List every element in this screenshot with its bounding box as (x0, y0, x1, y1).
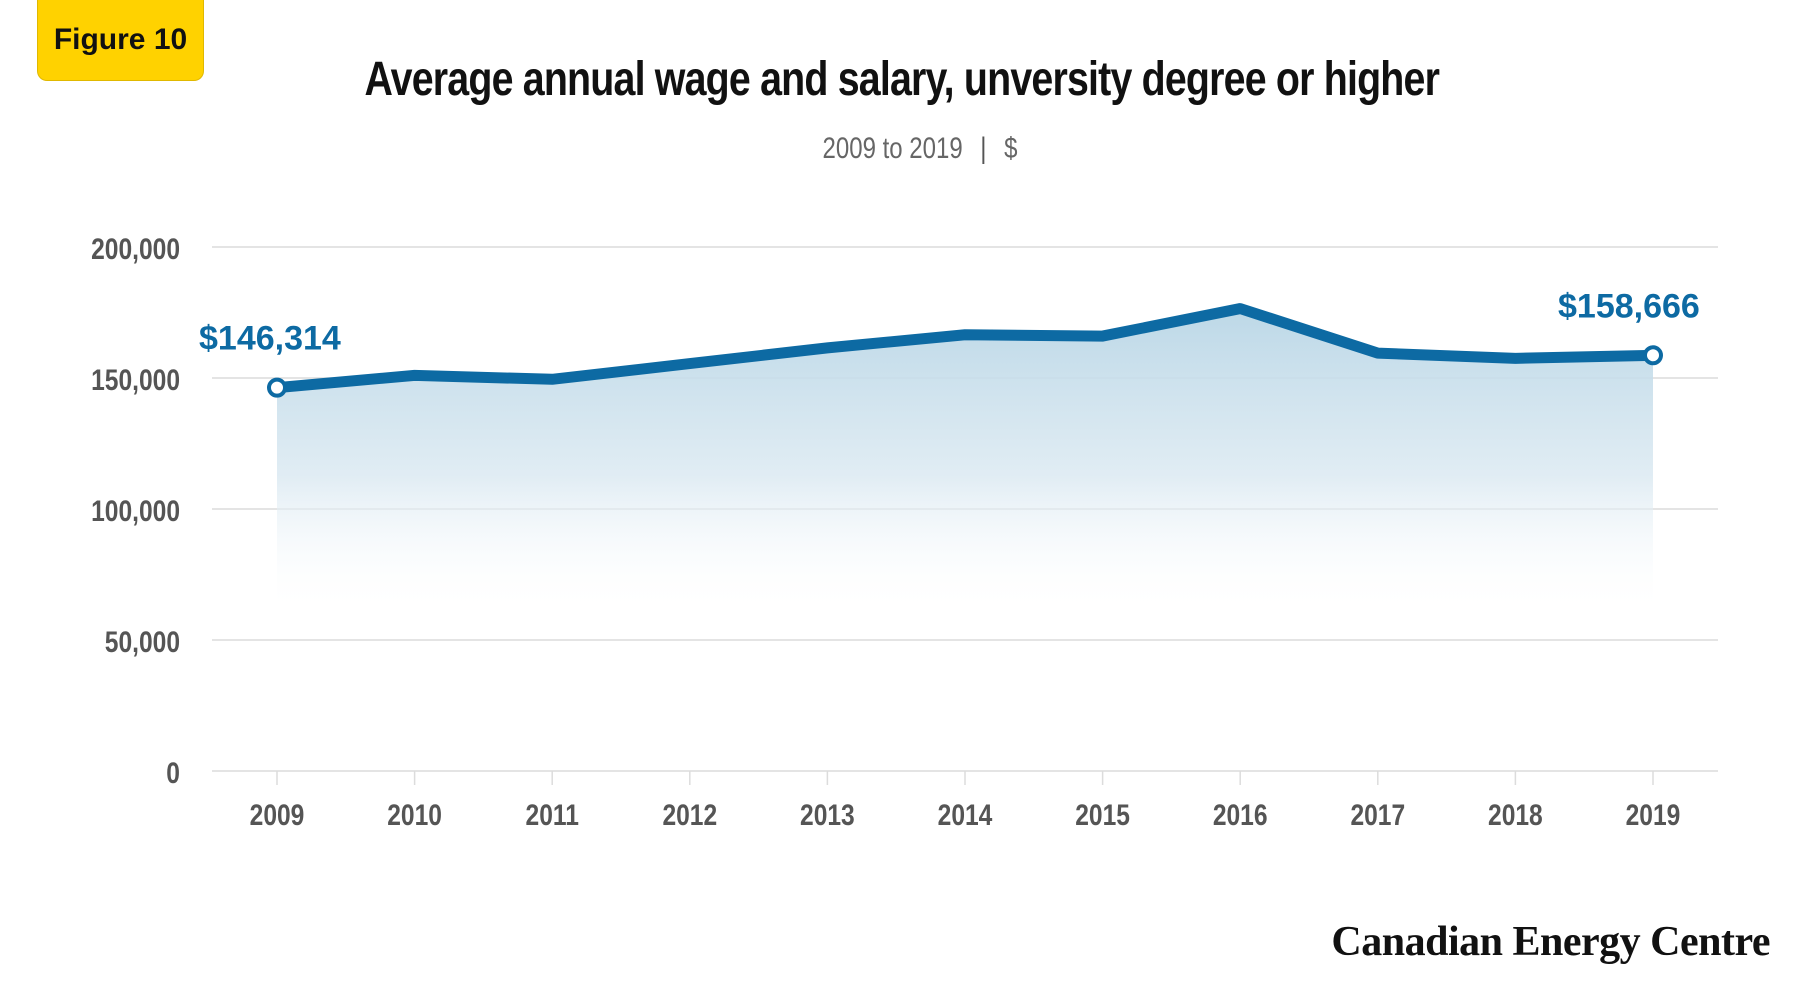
data-point-marker (267, 377, 287, 398)
x-tick-label: 2017 (1350, 798, 1405, 832)
x-tick-label: 2010 (387, 798, 442, 832)
figure-badge: Figure 10 (37, 0, 204, 81)
subtitle-range: 2009 to 2019 (822, 132, 963, 165)
x-tick-label: 2013 (800, 798, 855, 832)
series-line (271, 303, 1659, 394)
figure-badge-label: Figure 10 (53, 23, 188, 56)
area-fill-layer (277, 308, 1653, 614)
subtitle-separator: | (980, 132, 987, 165)
data-point-marker (1643, 345, 1663, 366)
data-label: $146,314 (199, 320, 341, 358)
line-layer (267, 303, 1663, 398)
x-tick-label: 2019 (1626, 798, 1681, 832)
axis-layer: 0 50,000 100,000 150,000 200,000 2009 2010 2011… (91, 232, 1680, 832)
area-fill (277, 308, 1653, 614)
data-label-layer: $146,314 $158,666 (199, 287, 1700, 357)
y-tick-label: 0 (166, 756, 180, 790)
x-tick-label: 2014 (938, 798, 993, 832)
x-tick-label: 2015 (1075, 798, 1130, 832)
subtitle-unit: $ (1004, 132, 1018, 165)
y-tick-label: 50,000 (105, 625, 180, 659)
chart-title: Average annual wage and salary, unversit… (364, 53, 1440, 106)
y-tick-label: 150,000 (91, 363, 180, 397)
x-tick-label: 2018 (1488, 798, 1543, 832)
x-tick-label: 2009 (250, 798, 305, 832)
y-tick-label: 200,000 (91, 232, 180, 266)
y-tick-label: 100,000 (91, 494, 180, 528)
x-tick-label: 2011 (526, 798, 579, 832)
data-label: $158,666 (1558, 287, 1700, 325)
x-tick-label: 2016 (1213, 798, 1268, 832)
x-tick-label: 2012 (662, 798, 717, 832)
chart-subtitle: 2009 to 2019 | $ (200, 132, 1640, 166)
brand-logo: Canadian Energy Centre (1331, 919, 1770, 965)
